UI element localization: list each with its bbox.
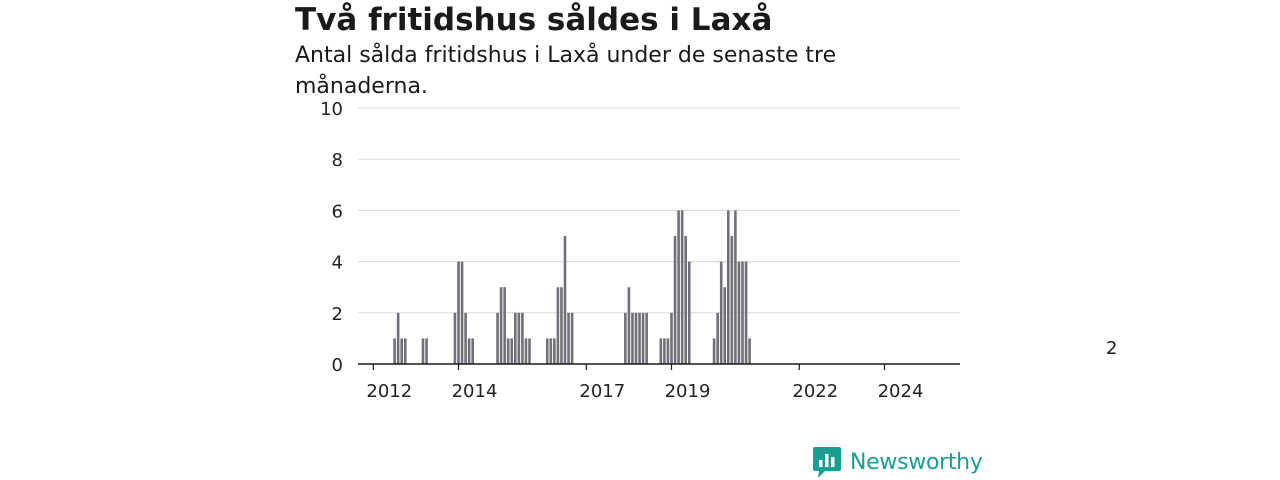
bar (663, 338, 666, 364)
bar (734, 210, 737, 364)
x-axis-ticks: 2012 2014 2017 2019 2022 2024 (366, 364, 923, 402)
bar (499, 287, 503, 364)
bar (748, 338, 751, 364)
x-tick-label: 2012 (366, 381, 412, 402)
bar (631, 312, 634, 364)
chart-title: Två fritidshus såldes i Laxå (295, 2, 773, 38)
bar (627, 287, 631, 364)
bars (393, 210, 751, 364)
y-tick-label: 2 (332, 304, 343, 325)
bar (680, 210, 684, 364)
bar (567, 312, 570, 364)
bar (521, 312, 524, 364)
bar (719, 261, 723, 364)
bar (510, 338, 514, 364)
y-tick-label: 0 (332, 355, 343, 376)
bar (634, 312, 638, 364)
y-tick-label: 10 (320, 99, 343, 120)
chart-subtitle: Antal sålda fritidshus i Laxå under de s… (295, 43, 837, 99)
bar (730, 236, 734, 364)
bar (684, 236, 687, 364)
bar (677, 210, 680, 364)
bar (496, 312, 499, 364)
bar (549, 338, 553, 364)
bar (393, 338, 396, 364)
bar (524, 338, 528, 364)
bar (645, 312, 648, 364)
bar (403, 338, 407, 364)
y-tick-label: 4 (332, 253, 343, 274)
brand-label: Newsworthy (850, 449, 983, 475)
bar (723, 287, 727, 364)
bar (471, 338, 474, 364)
bar (425, 338, 428, 364)
bar (727, 210, 730, 364)
bar (467, 338, 471, 364)
bar (687, 261, 691, 364)
data-labels: 2 (1106, 338, 1117, 359)
bar (421, 338, 425, 364)
x-tick-label: 2017 (579, 381, 625, 402)
bar (396, 312, 400, 364)
bar (673, 236, 677, 364)
bar (560, 287, 563, 364)
bar (624, 312, 627, 364)
gridlines (358, 107, 960, 314)
bar (641, 312, 645, 364)
bar (545, 338, 549, 364)
x-tick-label: 2024 (878, 381, 924, 402)
bar (503, 287, 506, 364)
newsworthy-logo-icon (813, 447, 841, 478)
x-tick-label: 2014 (452, 381, 498, 402)
bar (464, 312, 467, 364)
bar (744, 261, 748, 364)
last-value-label: 2 (1106, 338, 1117, 359)
bar (737, 261, 741, 364)
bar (659, 338, 663, 364)
bar (741, 261, 744, 364)
newsworthy-brand: Newsworthy (812, 444, 983, 480)
bar (570, 312, 574, 364)
bar (514, 312, 517, 364)
bar (528, 338, 531, 364)
bar (517, 312, 521, 364)
bar (506, 338, 510, 364)
y-tick-label: 8 (332, 150, 343, 171)
bar (716, 312, 719, 364)
bar (460, 261, 464, 364)
bar (666, 338, 670, 364)
x-tick-label: 2019 (665, 381, 711, 402)
bar (400, 338, 403, 364)
y-tick-label: 6 (332, 201, 343, 222)
y-axis-ticks: 0 2 4 6 8 10 (320, 99, 343, 376)
x-tick-label: 2022 (792, 381, 838, 402)
bar (563, 236, 567, 364)
bar (453, 312, 457, 364)
bar (712, 338, 716, 364)
bar (670, 312, 673, 364)
bar (638, 312, 641, 364)
bar (556, 287, 560, 364)
bar (553, 338, 556, 364)
bar (457, 261, 460, 364)
